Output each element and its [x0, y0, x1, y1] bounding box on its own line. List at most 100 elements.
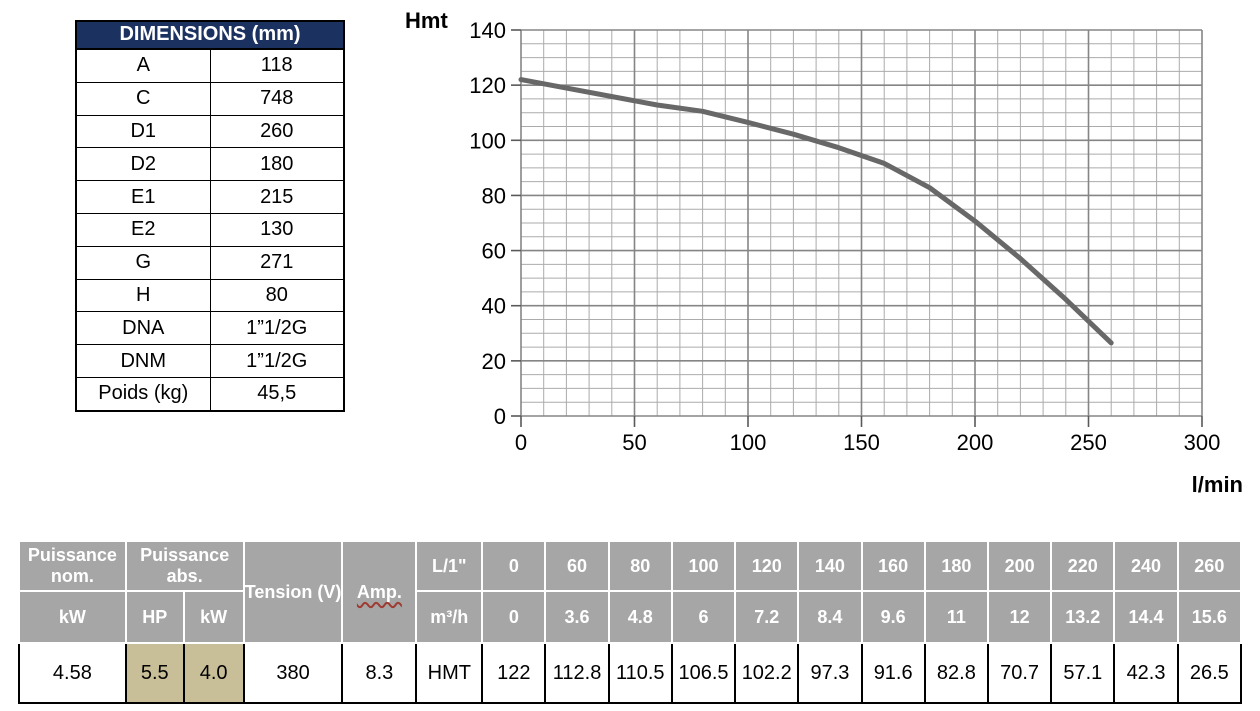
dimension-label: D2	[75, 147, 211, 182]
m3h-value-cell: 3.6	[544, 590, 610, 644]
dimension-label: A	[75, 48, 211, 83]
lmin-value-cell: 260	[1176, 540, 1243, 592]
m3h-value-cell: 8.4	[797, 590, 863, 644]
dimension-value: 1”1/2G	[209, 311, 345, 346]
lmin-value-cell: 120	[734, 540, 800, 592]
pump-curve-chart: 0 50 100 150 200 250 300 0 20 40 60 80 100 120 140 Hmt…	[390, 0, 1250, 510]
hmt-value-cell: 97.3	[797, 643, 863, 704]
hmt-value-cell: 122	[481, 643, 547, 704]
puissance-nom-header: Puissance nom.	[18, 540, 127, 592]
puissance-nom-value: 4.58	[18, 643, 127, 704]
m3h-value-cell: 15.6	[1176, 590, 1243, 644]
hp-value: 5.5	[124, 643, 185, 704]
dimension-row: H 80	[75, 278, 345, 313]
hmt-value-cell: 82.8	[923, 643, 989, 704]
dimension-row: D2 180	[75, 147, 345, 182]
flow-lmin-label: L/1"	[415, 540, 484, 592]
dimension-row: A 118	[75, 48, 345, 83]
m3h-value-cell: 7.2	[734, 590, 800, 644]
lmin-value-cell: 140	[797, 540, 863, 592]
lmin-value-cell: 240	[1113, 540, 1179, 592]
tick-label: 40	[482, 294, 506, 319]
m3h-value-cell: 14.4	[1113, 590, 1179, 644]
tick-label: 120	[469, 73, 506, 98]
m3h-value-cell: 0	[481, 590, 547, 644]
amp-header-label: Amp.	[356, 581, 402, 602]
lmin-value-cell: 100	[670, 540, 737, 592]
tick-label: 0	[515, 430, 527, 455]
m3h-value-cell: 4.8	[607, 590, 673, 644]
spec-table: Puissance nom. Puissance abs. Tension (V…	[18, 540, 1243, 704]
hmt-value-cell: 42.3	[1113, 643, 1179, 704]
hmt-value-cell: 26.5	[1176, 643, 1243, 704]
dimension-row: Poids (kg) 45,5	[75, 376, 345, 412]
hmt-value-cell: 106.5	[670, 643, 737, 704]
lmin-value-cell: 180	[923, 540, 989, 592]
dimension-label: D1	[75, 114, 211, 149]
dimension-value: 180	[209, 147, 345, 182]
puissance-abs-header: Puissance abs.	[124, 540, 245, 592]
m3h-value-cell: 13.2	[1050, 590, 1116, 644]
lmin-value-cell: 220	[1050, 540, 1116, 592]
dimensions-body: A 118 C 748 D1 260 D2 180 E1 215 E2 130 G 271 H 80 DNA 1”…	[75, 48, 345, 412]
dimension-label: G	[75, 245, 211, 280]
dimension-value: 130	[209, 212, 345, 247]
dimension-row: DNA 1”1/2G	[75, 311, 345, 346]
pump-curve-svg: 0 50 100 150 200 250 300 0 20 40 60 80 100 120 140 Hmt…	[405, 8, 1243, 497]
flow-m3h-label: m³/h	[415, 590, 484, 644]
chart-axis-ticks	[511, 29, 1203, 427]
y-axis-label: Hmt	[405, 8, 448, 33]
spec-header-row-2: kW HP kW m³/h 0 3.6 4.8 6 7.2 8.4 9.6 11 12 13.2 1…	[18, 590, 1243, 644]
dimensions-header-row: DIMENSIONS (mm)	[75, 20, 345, 50]
kw-abs-header: kW	[182, 590, 245, 644]
tick-label: 60	[482, 239, 506, 264]
tick-label: 250	[1070, 430, 1107, 455]
hmt-value-cell: 112.8	[544, 643, 610, 704]
lmin-value-cell: 80	[607, 540, 673, 592]
dimension-label: H	[75, 278, 211, 313]
lmin-value-cell: 60	[544, 540, 610, 592]
hmt-value-cell: 102.2	[734, 643, 800, 704]
spec-data-row: 4.58 5.5 4.0 380 8.3 HMT 122 112.8 110.5 10…	[18, 643, 1243, 704]
dimension-row: E1 215	[75, 180, 345, 214]
tick-label: 0	[494, 404, 506, 429]
amp-value: 8.3	[341, 643, 418, 704]
dimension-label: DNM	[75, 344, 211, 378]
tick-label: 200	[957, 430, 994, 455]
tick-label: 80	[482, 183, 506, 208]
dimension-label: E1	[75, 180, 211, 214]
tick-label: 300	[1184, 430, 1221, 455]
dimension-label: DNA	[75, 311, 211, 346]
tension-value: 380	[242, 643, 344, 704]
tick-label: 140	[469, 18, 506, 43]
dimension-label: C	[75, 81, 211, 116]
hmt-value-cell: 110.5	[607, 643, 673, 704]
hmt-value-cell: 70.7	[986, 643, 1053, 704]
tick-label: 150	[843, 430, 880, 455]
kw-nom-header: kW	[18, 590, 127, 644]
amp-header: Amp.	[341, 540, 418, 644]
m3h-value-cell: 12	[986, 590, 1053, 644]
m3h-value-cell: 9.6	[860, 590, 926, 644]
spec-header-row-1: Puissance nom. Puissance abs. Tension (V…	[18, 540, 1243, 644]
kw-abs-value: 4.0	[182, 643, 245, 704]
x-axis-label: l/min	[1192, 472, 1243, 497]
tick-label: 100	[469, 128, 506, 153]
dimension-value: 260	[209, 114, 345, 149]
hp-header: HP	[124, 590, 185, 644]
dimension-row: C 748	[75, 81, 345, 116]
lmin-value-cell: 0	[481, 540, 547, 592]
dimension-value: 45,5	[209, 376, 345, 412]
tension-header: Tension (V)	[242, 540, 344, 644]
dimension-label: E2	[75, 212, 211, 247]
dimension-value: 118	[209, 48, 345, 83]
m3h-value-cell: 11	[923, 590, 989, 644]
tick-label: 50	[622, 430, 646, 455]
tick-label: 100	[730, 430, 767, 455]
chart-tick-labels: 0 50 100 150 200 250 300 0 20 40 60 80 100 120 140	[469, 18, 1220, 455]
hmt-row-label: HMT	[415, 643, 484, 704]
tick-label: 20	[482, 349, 506, 374]
dimension-row: E2 130	[75, 212, 345, 247]
dimension-row: DNM 1”1/2G	[75, 344, 345, 378]
